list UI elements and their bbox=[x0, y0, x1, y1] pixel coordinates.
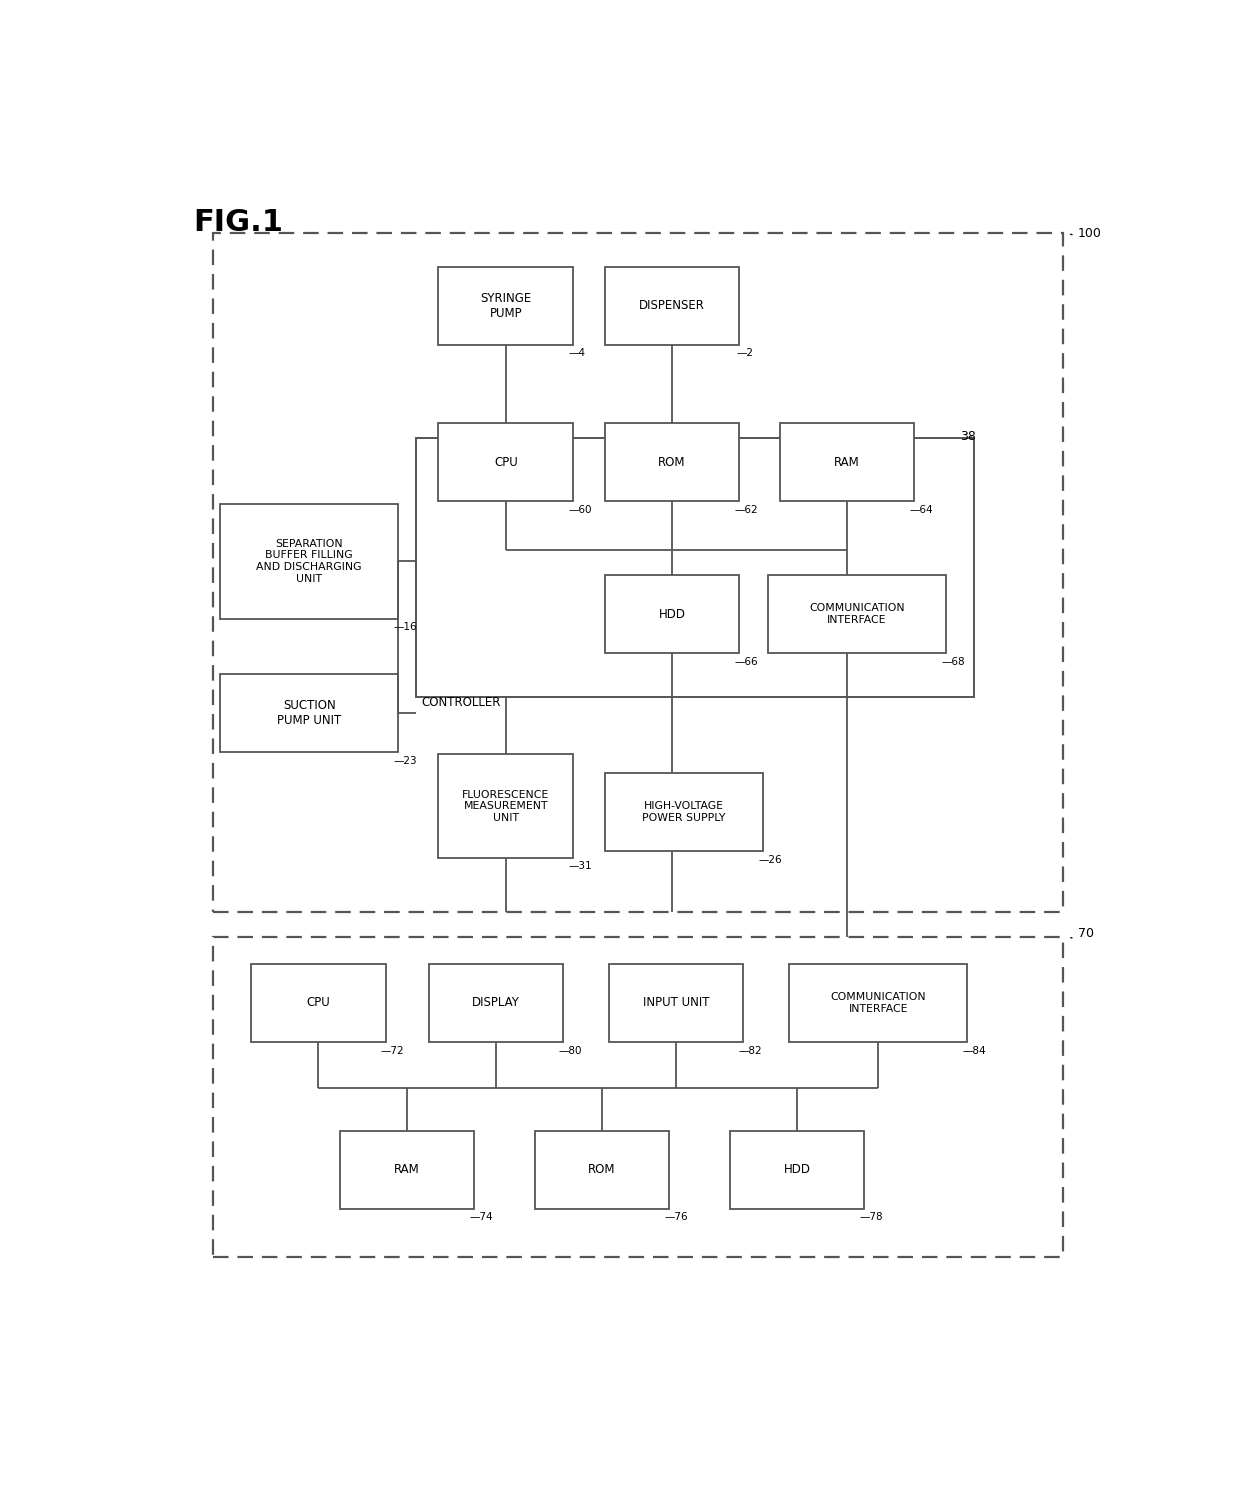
Text: —72: —72 bbox=[381, 1046, 404, 1056]
Text: —60: —60 bbox=[568, 505, 591, 515]
Bar bbox=[429, 964, 563, 1043]
Bar bbox=[534, 1131, 670, 1209]
Bar bbox=[605, 267, 739, 345]
Text: —80: —80 bbox=[558, 1046, 582, 1056]
Text: DISPLAY: DISPLAY bbox=[472, 996, 520, 1010]
Bar bbox=[221, 503, 398, 619]
Text: COMMUNICATION
INTERFACE: COMMUNICATION INTERFACE bbox=[810, 604, 905, 624]
Text: FIG.1: FIG.1 bbox=[193, 208, 284, 238]
Text: SYRINGE
PUMP: SYRINGE PUMP bbox=[480, 291, 532, 320]
Text: —82: —82 bbox=[738, 1046, 761, 1056]
Text: —78: —78 bbox=[859, 1212, 883, 1222]
Text: HIGH-VOLTAGE
POWER SUPPLY: HIGH-VOLTAGE POWER SUPPLY bbox=[642, 801, 725, 823]
Text: —26: —26 bbox=[759, 855, 782, 865]
Text: —64: —64 bbox=[909, 505, 932, 515]
Text: SUCTION
PUMP UNIT: SUCTION PUMP UNIT bbox=[277, 699, 341, 728]
Text: —31: —31 bbox=[568, 862, 591, 871]
Bar bbox=[768, 575, 946, 653]
Text: COMMUNICATION
INTERFACE: COMMUNICATION INTERFACE bbox=[831, 992, 926, 1014]
Bar bbox=[417, 438, 973, 696]
Text: SEPARATION
BUFFER FILLING
AND DISCHARGING
UNIT: SEPARATION BUFFER FILLING AND DISCHARGIN… bbox=[257, 539, 362, 584]
Text: 38: 38 bbox=[960, 430, 976, 444]
Text: —74: —74 bbox=[469, 1212, 492, 1222]
Bar bbox=[439, 423, 573, 502]
Bar bbox=[250, 964, 386, 1043]
Text: 100: 100 bbox=[1070, 227, 1101, 241]
Text: RAM: RAM bbox=[835, 456, 859, 469]
Bar bbox=[221, 674, 398, 751]
Bar bbox=[213, 937, 1063, 1256]
Bar bbox=[439, 267, 573, 345]
Text: ROM: ROM bbox=[658, 456, 686, 469]
Text: —76: —76 bbox=[665, 1212, 688, 1222]
Text: —62: —62 bbox=[734, 505, 758, 515]
Text: HDD: HDD bbox=[784, 1164, 811, 1176]
Text: —16: —16 bbox=[393, 622, 417, 632]
Bar bbox=[605, 772, 764, 852]
Text: INPUT UNIT: INPUT UNIT bbox=[642, 996, 709, 1010]
Text: —66: —66 bbox=[734, 657, 758, 666]
Text: FLUORESCENCE
MEASUREMENT
UNIT: FLUORESCENCE MEASUREMENT UNIT bbox=[463, 790, 549, 823]
Bar bbox=[213, 233, 1063, 911]
Bar bbox=[605, 423, 739, 502]
Bar bbox=[780, 423, 914, 502]
Bar bbox=[605, 575, 739, 653]
Text: —4: —4 bbox=[568, 348, 585, 359]
Text: DISPENSER: DISPENSER bbox=[639, 299, 706, 312]
Text: CONTROLLER: CONTROLLER bbox=[422, 696, 501, 708]
Text: —84: —84 bbox=[962, 1046, 986, 1056]
Text: CPU: CPU bbox=[494, 456, 517, 469]
Text: —2: —2 bbox=[737, 348, 754, 359]
Bar bbox=[789, 964, 967, 1043]
Bar bbox=[729, 1131, 864, 1209]
Bar bbox=[439, 754, 573, 858]
Bar bbox=[609, 964, 743, 1043]
Text: —23: —23 bbox=[393, 756, 417, 765]
Text: RAM: RAM bbox=[394, 1164, 419, 1176]
Bar bbox=[340, 1131, 474, 1209]
Text: CPU: CPU bbox=[306, 996, 330, 1010]
Text: HDD: HDD bbox=[658, 608, 686, 620]
Text: 70: 70 bbox=[1070, 928, 1094, 940]
Text: ROM: ROM bbox=[588, 1164, 615, 1176]
Text: —68: —68 bbox=[941, 657, 965, 666]
